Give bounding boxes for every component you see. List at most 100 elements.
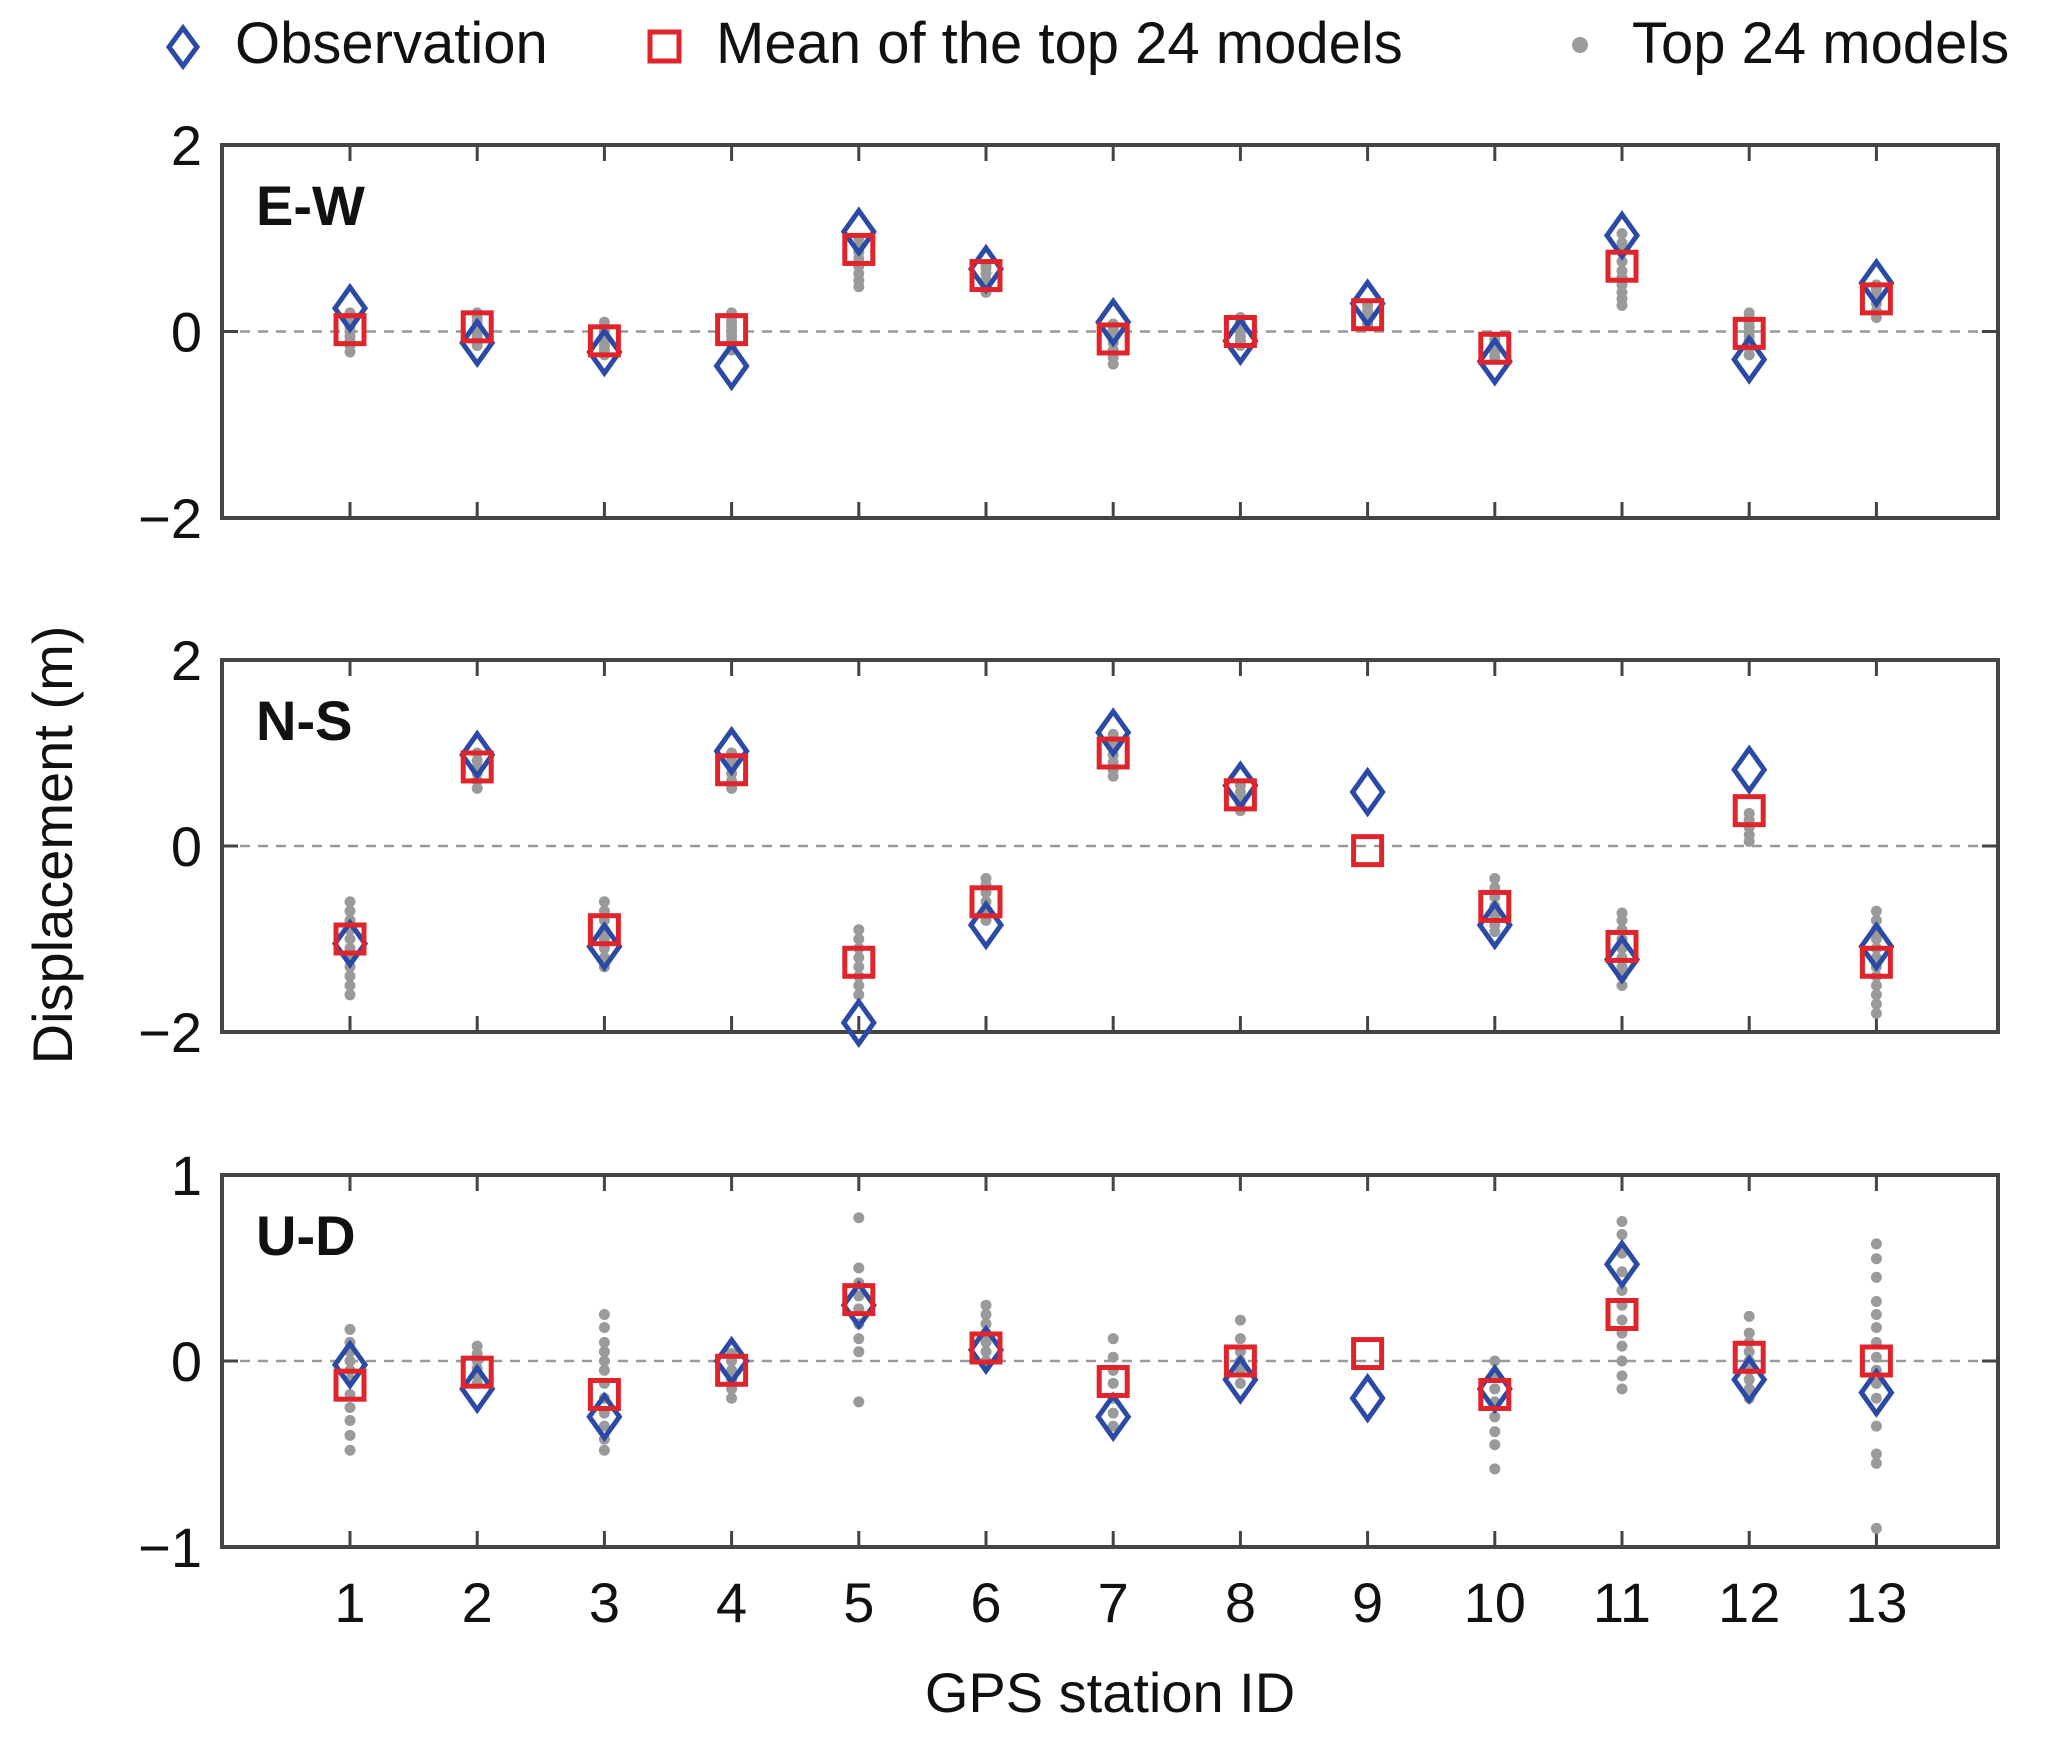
mean-point: [1478, 1377, 1512, 1411]
model-point: [344, 905, 356, 917]
model-point: [1743, 1346, 1755, 1358]
mean-point: [587, 1377, 621, 1411]
model-point: [1616, 237, 1628, 249]
model-point: [1870, 989, 1882, 1001]
panel-label: E-W: [256, 174, 365, 237]
model-point: [1107, 1420, 1119, 1432]
model-point: [344, 1415, 356, 1427]
mean-point: [842, 945, 876, 979]
observation-point: [1095, 1391, 1132, 1443]
panel-ew: −2 0 2 E-W: [138, 114, 2000, 550]
model-point: [344, 1444, 356, 1456]
y-tick-label: 0: [171, 1330, 202, 1393]
model-point: [1870, 1295, 1882, 1307]
model-point: [344, 980, 356, 991]
model-point: [1234, 1333, 1246, 1345]
model-point: [1870, 1457, 1882, 1469]
x-tick-label: 1: [334, 1571, 365, 1634]
model-point: [853, 1212, 865, 1224]
model-point: [1616, 1216, 1628, 1227]
model-point: [1743, 807, 1755, 819]
model-point: [1107, 1333, 1119, 1345]
model-point: [1107, 1351, 1119, 1363]
y-tick-label: −2: [138, 1001, 202, 1064]
mean-point: [1223, 778, 1257, 812]
model-point: [1743, 1374, 1755, 1386]
y-tick-label: 0: [171, 301, 202, 364]
model-point: [1616, 1314, 1628, 1326]
model-point: [1870, 1448, 1882, 1460]
model-point: [853, 933, 865, 945]
mean-point: [460, 750, 494, 784]
x-tick-label: 11: [1593, 1571, 1651, 1634]
panel-label: N-S: [256, 689, 352, 752]
model-point: [1616, 1383, 1628, 1395]
model-point: [344, 970, 356, 982]
observation-point: [586, 326, 623, 378]
model-point: [726, 1392, 738, 1404]
y-tick-label: 1: [171, 1144, 202, 1207]
mean-point: [587, 324, 621, 358]
observation-point: [1603, 934, 1641, 985]
model-point: [1616, 1370, 1628, 1382]
mean-point: [1859, 282, 1893, 316]
model-point: [980, 1318, 992, 1330]
model-point: [1870, 980, 1882, 991]
model-point: [1489, 1411, 1501, 1423]
model-point: [1870, 1253, 1882, 1265]
model-point: [853, 980, 865, 991]
observation-point: [1858, 257, 1895, 309]
model-point: [1616, 1284, 1628, 1296]
x-tick-label: 2: [462, 1571, 493, 1634]
model-point: [1616, 980, 1628, 991]
y-tick-label: 2: [171, 629, 202, 692]
mean-point: [969, 885, 1003, 919]
panel-label: U-D: [256, 1204, 356, 1267]
model-point: [1870, 933, 1882, 945]
observation-point: [331, 918, 369, 969]
observation-point: [1476, 336, 1513, 387]
mean-point: [1096, 736, 1130, 770]
x-axis-title: GPS station ID: [925, 1661, 1295, 1724]
model-point: [1870, 1377, 1882, 1389]
model-point: [1489, 1439, 1501, 1451]
x-tick-label: 5: [843, 1571, 874, 1634]
observation-point: [331, 282, 369, 334]
observation-point: [1603, 210, 1641, 261]
model-point: [980, 1299, 992, 1311]
model-point: [598, 1346, 610, 1358]
model-point: [1107, 1377, 1119, 1389]
model-point: [980, 1336, 992, 1348]
mean-point: [1351, 298, 1385, 332]
model-point: [726, 1364, 738, 1376]
legend-observation-marker: [165, 23, 201, 71]
mean-point: [715, 753, 749, 787]
observation-point: [1731, 334, 1768, 385]
model-point: [1870, 1392, 1882, 1404]
mean-point: [1478, 889, 1512, 923]
observation-point: [840, 1279, 877, 1331]
model-point: [598, 1322, 610, 1334]
observation-point: [1222, 315, 1259, 367]
observation-point: [1095, 707, 1132, 758]
mean-point: [842, 1283, 876, 1317]
model-point: [1870, 905, 1882, 917]
model-point: [344, 896, 356, 908]
model-point: [471, 1340, 483, 1352]
model-point: [1616, 1340, 1628, 1352]
legend: Observation Mean of the top 24 models To…: [165, 11, 2009, 76]
mean-point: [1859, 1344, 1893, 1378]
panel-ns: −2 0 2 N-S: [138, 629, 2000, 1064]
observation-point: [1349, 1372, 1386, 1424]
model-point: [1743, 307, 1755, 319]
x-tick-label: 8: [1225, 1571, 1256, 1634]
model-point: [1743, 1310, 1755, 1322]
model-point: [980, 873, 992, 885]
model-point: [1870, 914, 1882, 926]
observation-point: [840, 206, 877, 258]
mean-point: [460, 310, 494, 344]
mean-point: [969, 1331, 1003, 1365]
y-axis-title: Displacement (m): [21, 626, 84, 1065]
observation-point: [459, 1363, 496, 1415]
model-point: [1616, 256, 1628, 268]
